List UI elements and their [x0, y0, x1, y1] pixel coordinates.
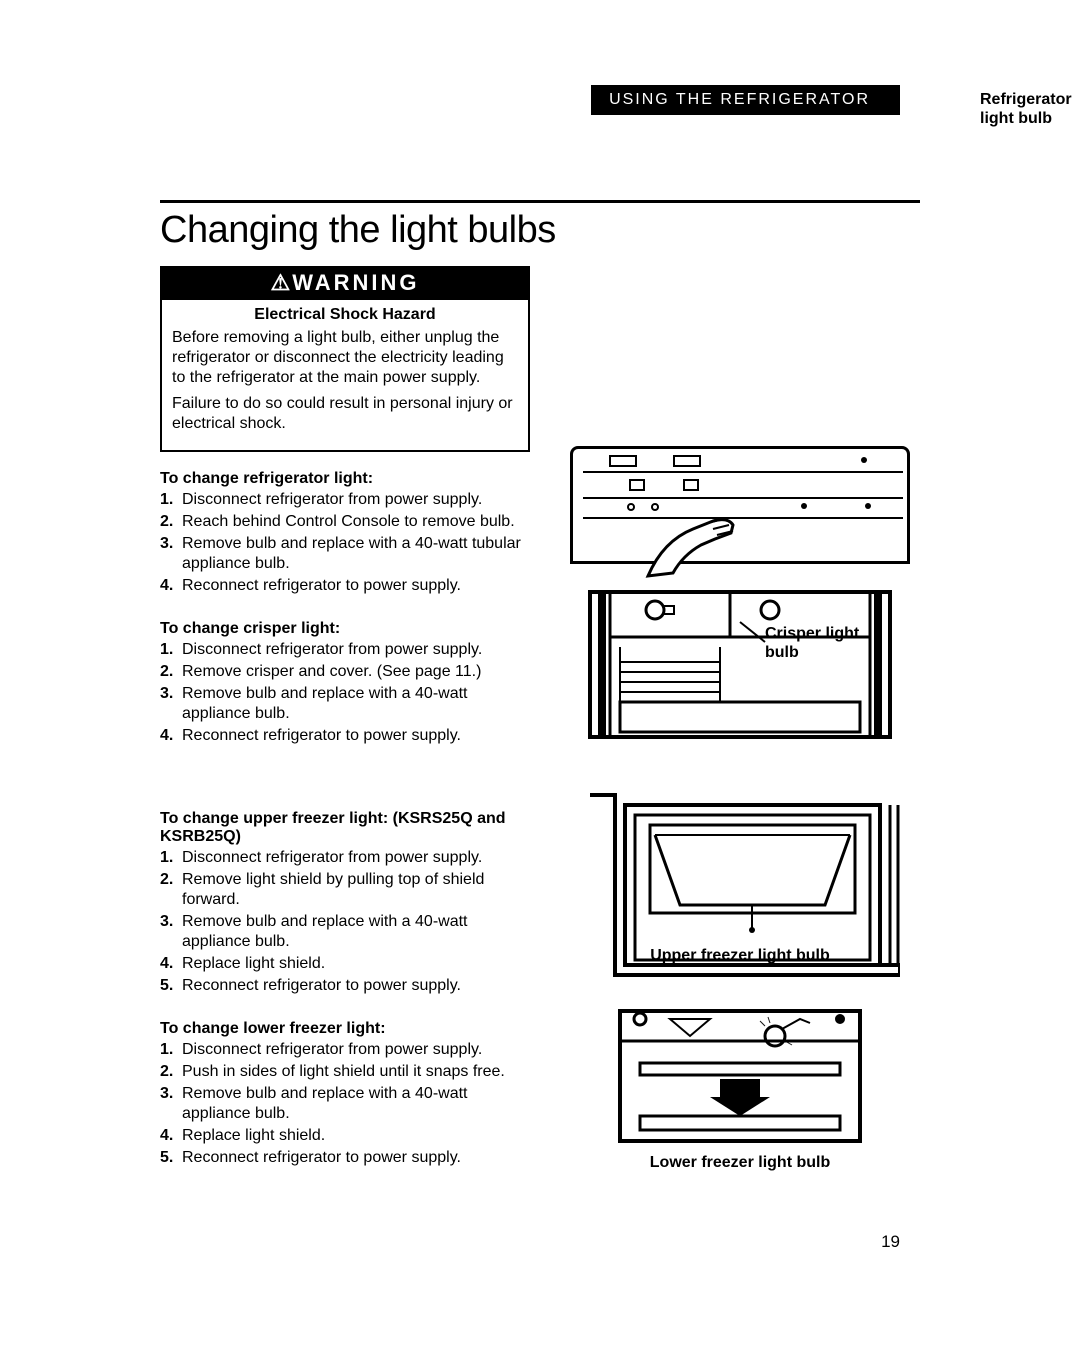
step-item: Replace light shield.	[160, 954, 530, 974]
warning-text-1: Before removing a light bulb, either unp…	[172, 328, 518, 388]
step-item: Reconnect refrigerator to power supply.	[160, 976, 530, 996]
illustration-crisper: Crisper light bulb	[570, 582, 910, 742]
step-item: Disconnect refrigerator from power suppl…	[160, 490, 530, 510]
step-item: Disconnect refrigerator from power suppl…	[160, 640, 530, 660]
step-item: Remove bulb and replace with a 40-watt a…	[160, 1084, 530, 1124]
step-item: Reconnect refrigerator to power supply.	[160, 576, 530, 596]
illustration-label: Crisper light bulb	[765, 624, 875, 662]
section-crisper: To change crisper light: Disconnect refr…	[160, 620, 530, 746]
section-upper: To change upper freezer light: (KSRS25Q …	[160, 810, 530, 996]
lower-freezer-drawing	[600, 1001, 880, 1151]
warning-text-2: Failure to do so could result in persona…	[172, 394, 518, 434]
illustration-label: Lower freezer light bulb	[650, 1153, 830, 1172]
right-column: Refrigerator light bulb	[560, 266, 920, 1192]
page-number: 19	[881, 1232, 900, 1252]
step-item: Reach behind Control Console to remove b…	[160, 512, 530, 532]
page-title: Changing the light bulbs	[160, 209, 920, 252]
divider	[160, 200, 920, 203]
step-list: Disconnect refrigerator from power suppl…	[160, 848, 530, 996]
step-item: Replace light shield.	[160, 1126, 530, 1146]
illustration-label: Refrigerator light bulb	[980, 90, 1080, 128]
step-item: Remove light shield by pulling top of sh…	[160, 870, 530, 910]
warning-icon	[270, 270, 292, 295]
illustration-lower: Lower freezer light bulb	[570, 1001, 910, 1172]
left-column: WARNING Electrical Shock Hazard Before r…	[160, 266, 530, 1192]
hand-icon	[643, 511, 753, 581]
spacer	[160, 770, 530, 810]
section-lower: To change lower freezer light: Disconnec…	[160, 1020, 530, 1168]
step-item: Remove bulb and replace with a 40-watt a…	[160, 684, 530, 724]
section-title: To change crisper light:	[160, 620, 530, 638]
step-list: Disconnect refrigerator from power suppl…	[160, 490, 530, 596]
step-item: Push in sides of light shield until it s…	[160, 1062, 530, 1082]
section-title: To change upper freezer light: (KSRS25Q …	[160, 810, 530, 846]
step-list: Disconnect refrigerator from power suppl…	[160, 640, 530, 746]
step-item: Disconnect refrigerator from power suppl…	[160, 848, 530, 868]
illustration-fridge: Refrigerator light bulb	[570, 446, 910, 564]
illustration-upper: Upper freezer light bulb	[570, 790, 910, 965]
content-columns: WARNING Electrical Shock Hazard Before r…	[160, 266, 920, 1192]
warning-banner: WARNING	[160, 266, 530, 300]
warning-label: WARNING	[292, 270, 419, 295]
section-fridge: To change refrigerator light: Disconnect…	[160, 470, 530, 596]
step-item: Remove bulb and replace with a 40-watt t…	[160, 534, 530, 574]
step-item: Disconnect refrigerator from power suppl…	[160, 1040, 530, 1060]
section-title: To change lower freezer light:	[160, 1020, 530, 1038]
step-item: Reconnect refrigerator to power supply.	[160, 1148, 530, 1168]
illustration-label: Upper freezer light bulb	[650, 946, 830, 965]
warning-subtitle: Electrical Shock Hazard	[172, 306, 518, 324]
step-item: Remove crisper and cover. (See page 11.)	[160, 662, 530, 682]
step-item: Reconnect refrigerator to power supply.	[160, 726, 530, 746]
warning-box: Electrical Shock Hazard Before removing …	[160, 300, 530, 452]
section-header: USING THE REFRIGERATOR	[591, 85, 900, 115]
step-list: Disconnect refrigerator from power suppl…	[160, 1040, 530, 1168]
section-title: To change refrigerator light:	[160, 470, 530, 488]
step-item: Remove bulb and replace with a 40-watt a…	[160, 912, 530, 952]
